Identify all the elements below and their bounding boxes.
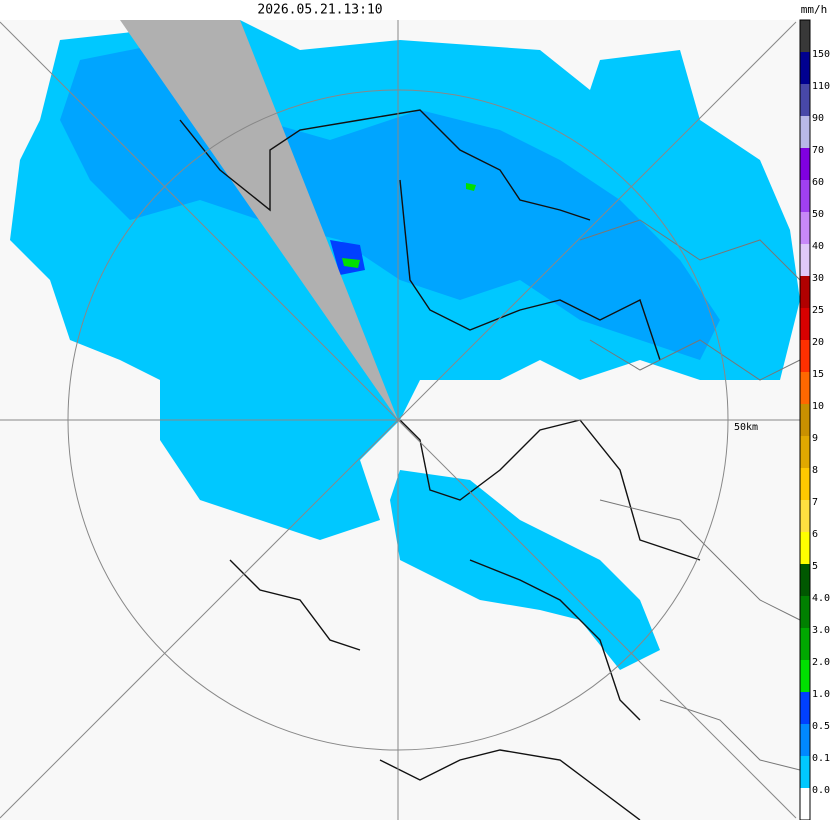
legend-swatch: [800, 52, 810, 85]
legend-label: 3.0: [812, 625, 830, 636]
legend-label: 10: [812, 401, 824, 412]
beam-blockage: [120, 20, 398, 420]
borders: [579, 219, 801, 771]
legend-label: 5: [812, 561, 818, 572]
echo-area: [390, 470, 660, 670]
legend-label: 4.0: [812, 593, 830, 604]
legend-label: 25: [812, 305, 824, 316]
range-label: 50km: [734, 422, 758, 433]
legend-label: 9: [812, 433, 818, 444]
legend-swatch: [800, 564, 810, 597]
legend-swatch: [800, 148, 810, 181]
legend-swatch: [800, 180, 810, 213]
range-grid: [0, 20, 800, 820]
legend-label: 70: [812, 145, 824, 156]
timestamp: 2026.05.21.13:10: [257, 3, 382, 18]
legend-label: 7: [812, 497, 818, 508]
legend-swatch: [800, 500, 810, 533]
legend-label: 0.0: [812, 785, 830, 796]
legend-label: 0.5: [812, 721, 830, 732]
legend-label: 20: [812, 337, 824, 348]
legend-swatch: [800, 308, 810, 341]
legend-label: 60: [812, 177, 824, 188]
legend-swatch: [800, 372, 810, 405]
color-legend: 150 110 90 70 60 50 40 30 25 20 15 10 9 8 7 6 5 4.0 3.0 2.0…: [799, 19, 830, 820]
legend-swatch: [800, 340, 810, 373]
legend-swatch: [800, 532, 810, 565]
legend-label: 50: [812, 209, 824, 220]
legend-swatch: [800, 212, 810, 245]
legend-swatch: [800, 468, 810, 501]
legend-swatch: [800, 756, 810, 789]
legend-swatch: [800, 628, 810, 661]
legend-label: 8: [812, 465, 818, 476]
echo-core: [342, 258, 360, 268]
legend-swatch: [800, 596, 810, 629]
legend-label: 40: [812, 241, 824, 252]
echo-core: [466, 183, 476, 191]
legend-swatch: [800, 20, 810, 53]
legend-label: 1.0: [812, 689, 830, 700]
legend-label: 30: [812, 273, 824, 284]
legend-swatch: [800, 692, 810, 725]
legend-swatch: [800, 436, 810, 469]
coastlines: [179, 109, 701, 820]
legend-swatch: [800, 84, 810, 117]
legend-swatch: [800, 788, 810, 820]
legend-label: 110: [812, 81, 830, 92]
legend-label: 150: [812, 49, 830, 60]
legend-swatch: [800, 724, 810, 757]
unit-label: mm/h: [801, 3, 828, 16]
legend-label: 0.1: [812, 753, 830, 764]
legend-frame: [799, 19, 811, 820]
legend-swatch: [800, 404, 810, 437]
legend-swatch: [800, 244, 810, 277]
legend-swatch: [800, 276, 810, 309]
legend-label: 90: [812, 113, 824, 124]
legend-label: 2.0: [812, 657, 830, 668]
legend-swatch: [800, 116, 810, 149]
legend-label: 15: [812, 369, 824, 380]
legend-swatch: [800, 660, 810, 693]
legend-label: 6: [812, 529, 818, 540]
